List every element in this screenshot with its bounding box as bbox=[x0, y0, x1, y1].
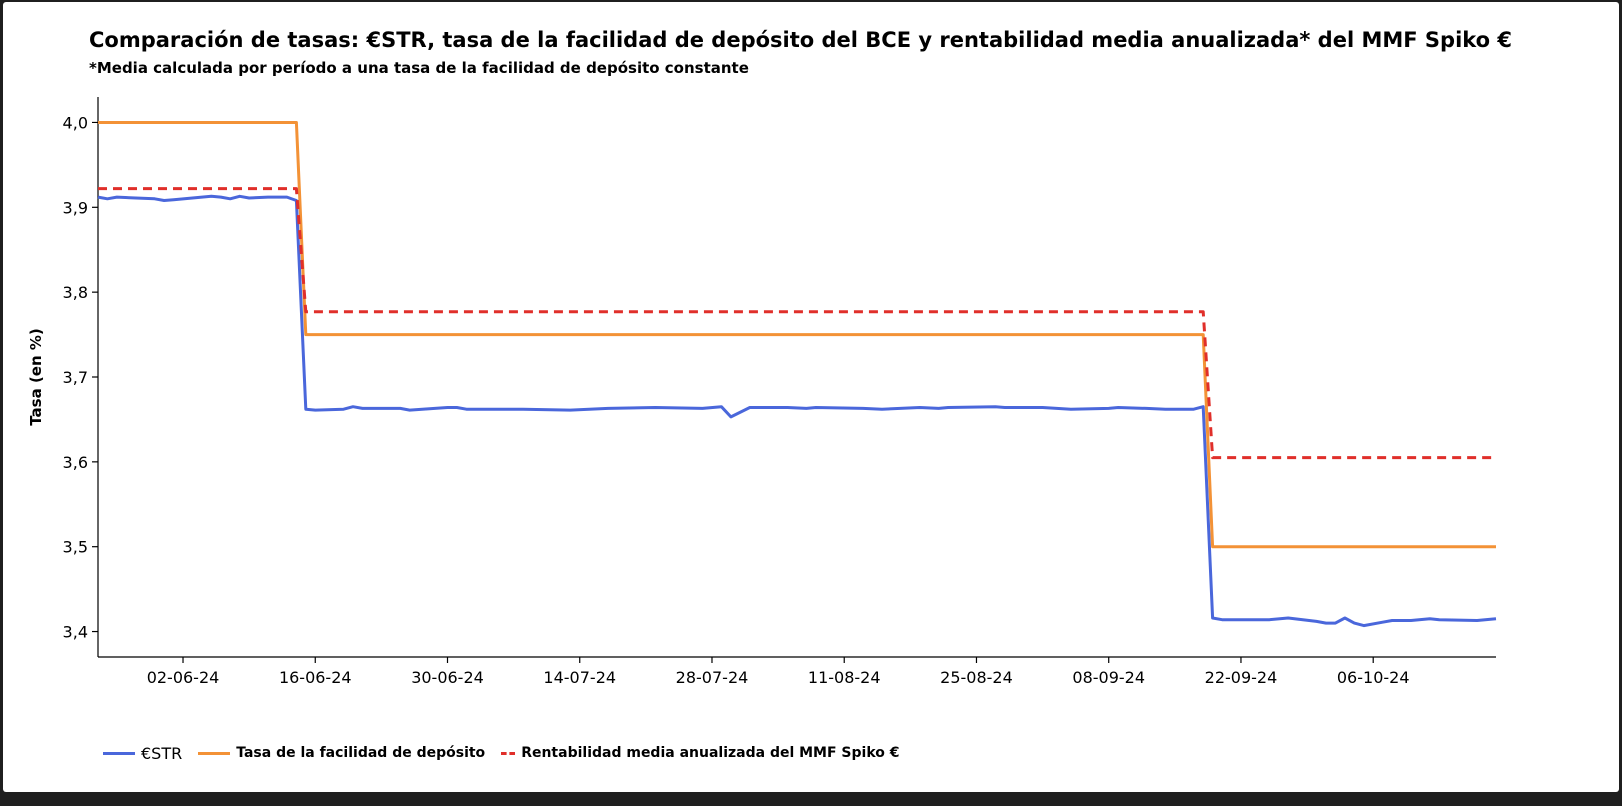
axes: 3,4 3,5 3,6 3,7 3,8 3,9 4,0 02-06-24 16-06-24 30-… bbox=[63, 97, 1496, 687]
y-axis-label: Tasa (en %) bbox=[27, 328, 45, 426]
x-tick-label: 28-07-24 bbox=[676, 668, 749, 687]
legend-item-2: Rentabilidad media anualizada del MMF Sp… bbox=[501, 745, 900, 761]
chart-card: Comparación de tasas: €STR, tasa de la f… bbox=[3, 2, 1619, 792]
chart-title: Comparación de tasas: €STR, tasa de la f… bbox=[89, 28, 1513, 52]
legend-label: €STR bbox=[141, 743, 183, 763]
series-line-1 bbox=[98, 121, 1496, 549]
y-tick-label: 3,7 bbox=[63, 368, 88, 387]
legend-item-1: Tasa de la facilidad de depósito bbox=[198, 745, 485, 761]
chart-subtitle: *Media calculada por período a una tasa … bbox=[89, 59, 749, 77]
x-tick-label: 06-10-24 bbox=[1337, 668, 1410, 687]
y-tick-label: 3,5 bbox=[63, 538, 88, 557]
x-tick-label: 22-09-24 bbox=[1205, 668, 1278, 687]
legend-item-0: €STR bbox=[103, 744, 182, 763]
y-tick-label: 4,0 bbox=[63, 113, 88, 132]
series-layer bbox=[97, 121, 1497, 628]
x-tick-label: 14-07-24 bbox=[543, 668, 616, 687]
series-line-0 bbox=[97, 194, 1497, 628]
x-tick-label: 08-09-24 bbox=[1072, 668, 1145, 687]
x-tick-label: 25-08-24 bbox=[940, 668, 1013, 687]
y-tick-label: 3,9 bbox=[63, 198, 88, 217]
line-chart: 3,4 3,5 3,6 3,7 3,8 3,9 4,0 02-06-24 16-06-24 30-… bbox=[27, 97, 1497, 687]
window-bottom-bar bbox=[0, 792, 1622, 806]
legend-swatch bbox=[198, 751, 231, 755]
y-tick-label: 3,8 bbox=[63, 283, 88, 302]
legend-swatch bbox=[501, 751, 516, 755]
x-tick-label: 11-08-24 bbox=[808, 668, 881, 687]
legend-label: Rentabilidad media anualizada del MMF Sp… bbox=[521, 745, 900, 761]
legend: €STR Tasa de la facilidad de depósito Rent… bbox=[103, 742, 916, 764]
legend-label: Tasa de la facilidad de depósito bbox=[236, 745, 486, 761]
y-tick-label: 3,4 bbox=[63, 623, 88, 642]
x-tick-label: 02-06-24 bbox=[147, 668, 220, 687]
x-tick-label: 30-06-24 bbox=[411, 668, 484, 687]
x-tick-label: 16-06-24 bbox=[279, 668, 352, 687]
y-tick-label: 3,6 bbox=[63, 453, 88, 472]
series-line-2 bbox=[98, 187, 1496, 460]
legend-swatch bbox=[103, 751, 135, 755]
